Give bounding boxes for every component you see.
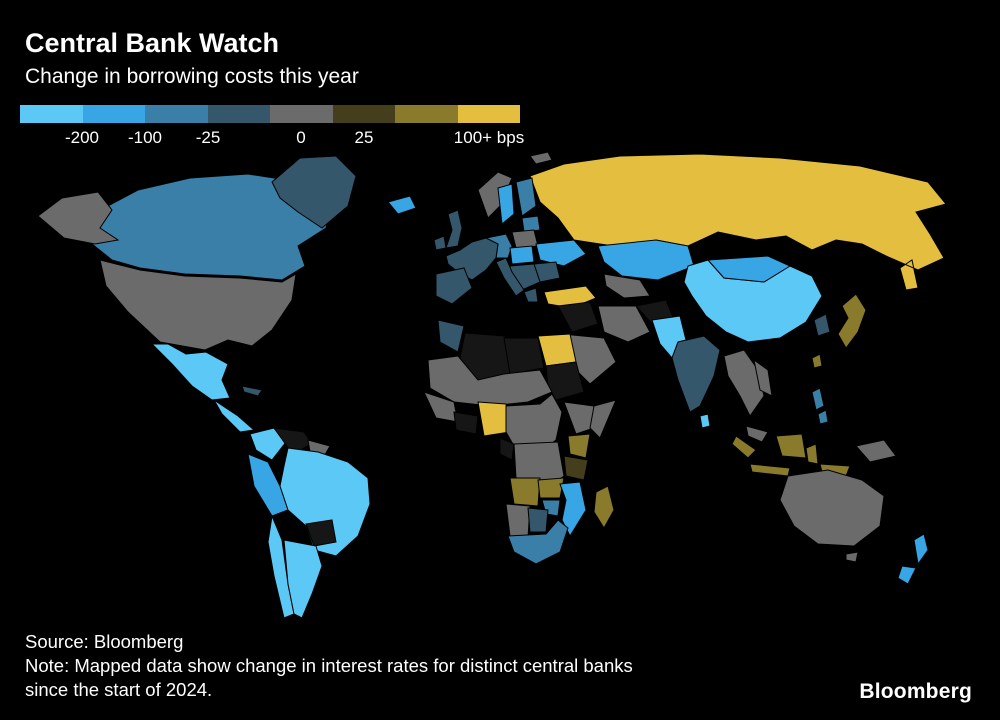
region-cameroon-caf — [505, 393, 563, 455]
note-line-1: Note: Mapped data show change in interes… — [25, 655, 633, 676]
legend-swatch — [457, 105, 520, 123]
region-sudan — [545, 361, 585, 401]
legend-label: -100 — [127, 128, 163, 147]
legend-label: 100+ bps — [453, 128, 525, 147]
region-iberia — [435, 267, 473, 305]
region-brazil — [279, 447, 371, 557]
legend-swatch — [145, 105, 208, 123]
region-taiwan — [811, 353, 823, 369]
region-svalbard — [529, 151, 553, 165]
region-malaysia — [745, 425, 769, 443]
region-myanmar-thailand — [723, 349, 765, 417]
region-mozambique — [559, 481, 587, 538]
legend: -200 -100 -25 0 25 100+ bps — [20, 105, 524, 150]
region-mexico — [150, 343, 231, 401]
region-iran — [597, 305, 651, 343]
legend-labels: -200 -100 -25 0 25 100+ bps — [20, 128, 524, 150]
region-namibia — [505, 503, 531, 539]
region-alaska — [37, 191, 120, 245]
region-angola — [509, 477, 541, 507]
region-kazakhstan — [597, 239, 695, 281]
region-bolivia — [305, 519, 337, 547]
region-ireland — [433, 235, 447, 251]
region-iceland — [387, 195, 417, 215]
legend-label: -200 — [64, 128, 100, 147]
region-poland — [511, 229, 539, 249]
region-cuba — [241, 385, 263, 397]
region-baltics — [521, 215, 541, 233]
region-japan — [837, 293, 867, 349]
region-australia — [779, 469, 885, 563]
region-uk — [445, 209, 463, 249]
region-west-africa — [427, 355, 553, 407]
legend-label: 25 — [354, 128, 374, 147]
region-india — [671, 335, 721, 413]
chart-header: Central Bank Watch Change in borrowing c… — [25, 28, 359, 89]
region-czech-hungary — [509, 245, 535, 265]
legend-swatches — [20, 105, 520, 123]
legend-label: 0 — [296, 128, 306, 147]
region-venezuela — [272, 427, 313, 455]
legend-swatch — [20, 105, 83, 123]
region-libya — [503, 337, 545, 375]
world-choropleth-map — [37, 151, 947, 619]
region-nigeria — [477, 401, 511, 437]
source-line: Source: Bloomberg — [25, 631, 184, 652]
region-uzbekistan — [603, 273, 651, 299]
region-south-africa — [507, 519, 569, 565]
region-morocco — [437, 319, 465, 353]
region-new-guinea — [855, 439, 897, 463]
region-new-zealand — [897, 533, 929, 585]
chart-title: Central Bank Watch — [25, 28, 280, 58]
region-greenland — [271, 155, 357, 229]
region-finland — [515, 177, 537, 217]
chart-subtitle: Change in borrowing costs this year — [25, 65, 359, 88]
region-ukraine — [535, 239, 587, 267]
region-greece — [523, 287, 539, 303]
legend-swatch — [82, 105, 145, 123]
region-zambia — [537, 477, 565, 499]
legend-swatch — [270, 105, 333, 123]
region-colombia — [249, 427, 287, 461]
region-canada — [91, 173, 333, 281]
region-kenya — [567, 433, 591, 459]
region-somalia — [589, 399, 617, 439]
region-iraq-syria — [557, 301, 599, 333]
region-tanzania — [563, 455, 589, 481]
region-botswana — [527, 507, 549, 533]
region-italy — [495, 257, 525, 297]
legend-swatch — [207, 105, 270, 123]
legend-swatch — [332, 105, 395, 123]
region-borneo — [775, 433, 807, 459]
region-mongolia — [706, 255, 792, 283]
region-argentina — [283, 539, 323, 619]
bloomberg-logo: Bloomberg — [859, 680, 972, 703]
region-korea — [813, 313, 831, 337]
region-central-america — [213, 399, 256, 433]
region-egypt — [537, 333, 577, 367]
region-philippines — [811, 387, 829, 425]
legend-label: -25 — [195, 128, 221, 147]
region-sweden — [497, 183, 515, 225]
region-chile — [267, 514, 295, 619]
legend-swatch — [395, 105, 458, 123]
region-ghana-ivory — [453, 411, 479, 435]
region-vietnam — [753, 358, 773, 397]
region-gabon-congo — [499, 437, 515, 461]
region-madagascar — [593, 485, 615, 529]
region-sri-lanka — [699, 413, 711, 429]
note-line-2: since the start of 2024. — [25, 679, 213, 700]
source-note-block: Source: Bloomberg Note: Mapped data show… — [25, 630, 633, 702]
region-usa — [99, 259, 297, 351]
